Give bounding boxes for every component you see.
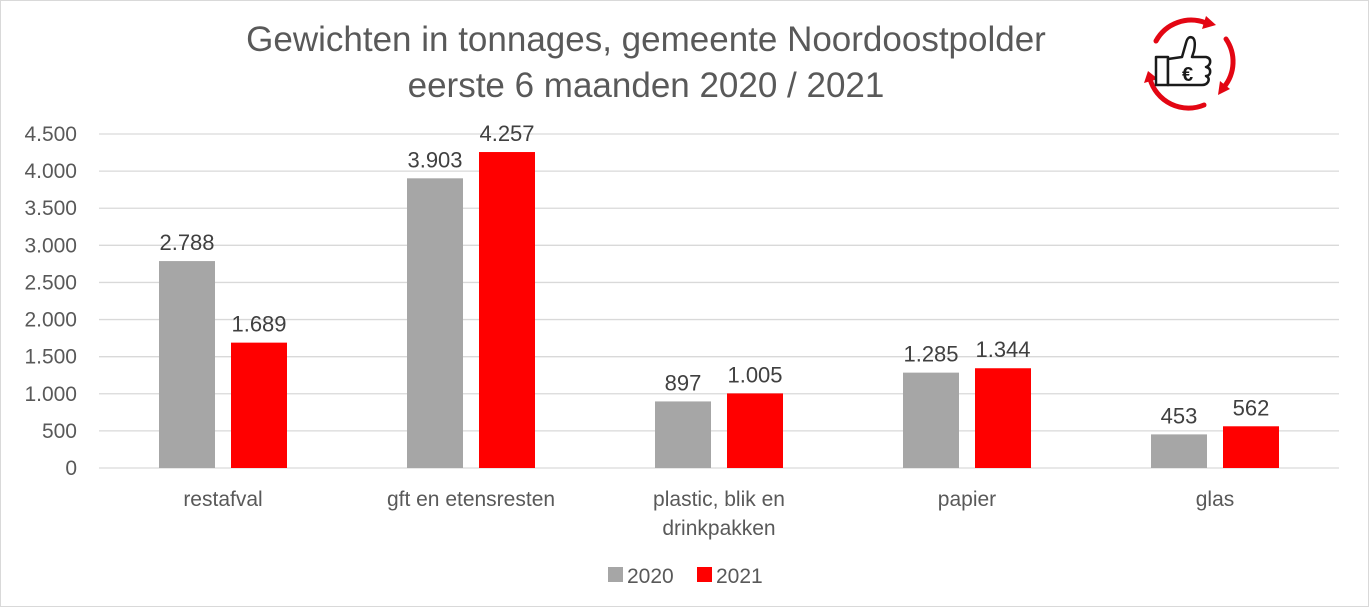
data-label: 1.344 bbox=[975, 337, 1030, 362]
y-tick-label: 1.500 bbox=[24, 346, 77, 369]
bar-2021 bbox=[975, 368, 1031, 468]
y-tick-label: 2.500 bbox=[24, 271, 77, 294]
chart-title-line-1: Gewichten in tonnages, gemeente Noordoos… bbox=[246, 20, 1046, 59]
x-tick-label: restafval bbox=[183, 488, 262, 511]
x-tick-label: glas bbox=[1196, 488, 1235, 511]
bar-2020 bbox=[159, 261, 215, 468]
data-label: 3.903 bbox=[407, 147, 462, 172]
bar-2021 bbox=[727, 393, 783, 468]
x-axis-ticks: restafval gft en etensresten plastic, blik… bbox=[183, 488, 1234, 540]
x-tick-label: gft en etensresten bbox=[387, 488, 555, 511]
legend: 2020 2021 bbox=[608, 565, 763, 588]
chart-title-line-2: eerste 6 maanden 2020 / 2021 bbox=[407, 66, 885, 105]
data-label: 1.285 bbox=[903, 342, 958, 367]
euro-glyph: € bbox=[1182, 64, 1193, 86]
y-tick-label: 4.500 bbox=[24, 123, 77, 146]
gridlines bbox=[99, 133, 1339, 469]
bar-2020 bbox=[1151, 434, 1207, 468]
y-tick-label: 0 bbox=[65, 457, 77, 480]
y-tick-label: 1.000 bbox=[24, 383, 77, 406]
data-labels: 2.788 1.689 3.903 4.257 897 1.005 1.285 1.344 45… bbox=[159, 121, 1269, 428]
legend-label-2020: 2020 bbox=[627, 565, 674, 588]
y-tick-label: 2.000 bbox=[24, 309, 77, 332]
data-label: 1.005 bbox=[727, 362, 782, 387]
data-label: 4.257 bbox=[479, 121, 534, 146]
data-label: 1.689 bbox=[231, 312, 286, 337]
bar-2021 bbox=[479, 152, 535, 468]
bar-2020 bbox=[407, 178, 463, 468]
y-tick-label: 500 bbox=[42, 420, 77, 443]
bars bbox=[159, 152, 1279, 468]
x-tick-label: drinkpakken bbox=[662, 517, 775, 540]
data-label: 897 bbox=[665, 370, 702, 395]
data-label: 2.788 bbox=[159, 230, 214, 255]
data-label: 453 bbox=[1161, 403, 1198, 428]
legend-swatch-2021 bbox=[697, 567, 712, 582]
y-tick-label: 4.000 bbox=[24, 160, 77, 183]
bar-2021 bbox=[1223, 426, 1279, 468]
legend-swatch-2020 bbox=[608, 567, 623, 582]
x-tick-label: plastic, blik en bbox=[653, 488, 785, 511]
bar-2021 bbox=[231, 342, 287, 468]
legend-label-2021: 2021 bbox=[716, 565, 763, 588]
y-tick-label: 3.000 bbox=[24, 234, 77, 257]
recycle-thumbs-up-euro-icon: € bbox=[1144, 16, 1236, 111]
y-axis-ticks: 0 500 1.000 1.500 2.000 2.500 3.000 3.500 4.000 4… bbox=[24, 123, 77, 480]
bar-2020 bbox=[903, 372, 959, 468]
bar-2020 bbox=[655, 401, 711, 468]
data-label: 562 bbox=[1233, 395, 1270, 420]
y-tick-label: 3.500 bbox=[24, 197, 77, 220]
x-tick-label: papier bbox=[938, 488, 996, 511]
chart-title: Gewichten in tonnages, gemeente Noordoos… bbox=[1, 17, 1291, 109]
